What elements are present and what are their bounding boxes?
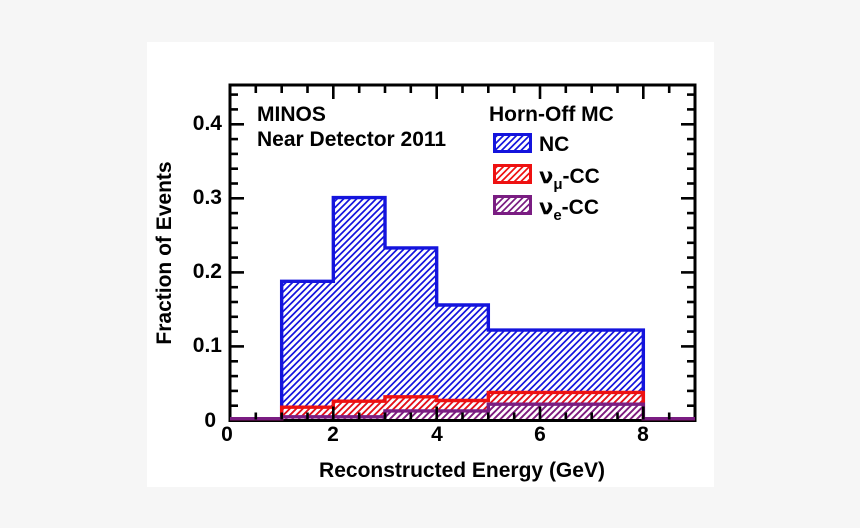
cc-suffix: -CC [561, 196, 599, 219]
numu-swatch-icon [493, 164, 532, 184]
legend-label-nc: NC [539, 133, 570, 156]
frame-border [228, 83, 697, 422]
y-tick-label: 0.2 [192, 260, 222, 283]
annotation-line1: MINOS [257, 103, 326, 126]
nue-swatch-icon [493, 195, 532, 215]
plot-svg [228, 83, 697, 422]
x-tick-label: 4 [431, 423, 443, 446]
legend-label-nue: νe-CC [539, 195, 599, 223]
legend-label-numu: νμ-CC [539, 164, 600, 192]
y-tick-label: 0.4 [192, 112, 222, 135]
nu-subscript: μ [553, 176, 563, 193]
legend-entry-nc: NC [493, 133, 569, 157]
axis-ticks [231, 86, 694, 420]
legend-title: Horn-Off MC [489, 103, 614, 126]
nu-subscript: e [553, 207, 562, 224]
x-tick-label: 2 [327, 423, 339, 446]
cc-suffix: -CC [562, 165, 600, 188]
y-axis-title: Fraction of Events [153, 161, 176, 345]
annotation-minos: MINOS Near Detector 2011 [257, 102, 446, 152]
legend-entry-nue-cc: νe-CC [493, 195, 599, 223]
nu-glyph: ν [539, 195, 554, 219]
x-tick-label: 8 [637, 423, 649, 446]
nc-histogram [230, 195, 695, 421]
x-tick-label: 0 [221, 423, 233, 446]
plot-frame [228, 83, 697, 422]
nc-swatch-icon [493, 133, 532, 153]
nu-glyph: ν [539, 164, 554, 188]
y-tick-label: 0.1 [192, 334, 222, 357]
annotation-line2: Near Detector 2011 [257, 128, 447, 151]
x-tick-label: 6 [534, 423, 546, 446]
x-axis-title: Reconstructed Energy (GeV) [319, 459, 605, 482]
y-tick-label: 0 [204, 409, 216, 432]
legend-entry-numu-cc: νμ-CC [493, 164, 600, 192]
y-tick-label: 0.3 [192, 186, 222, 209]
